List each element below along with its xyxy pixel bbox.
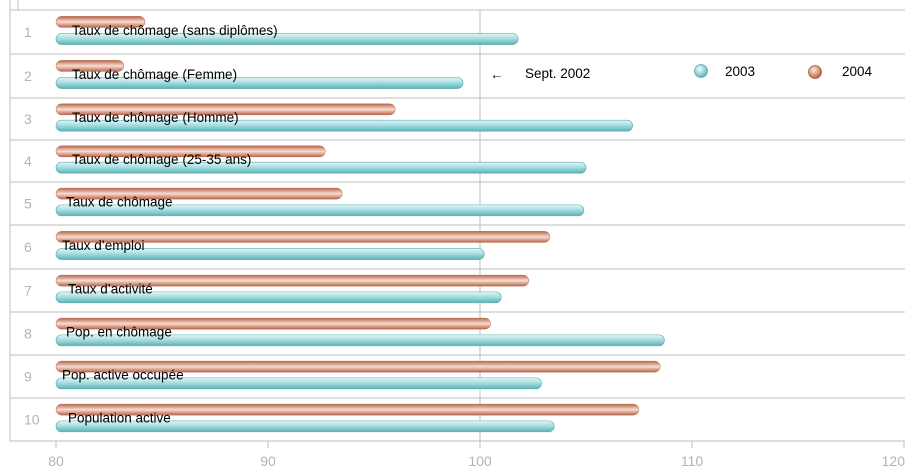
- row-number: 7: [24, 283, 32, 299]
- category-labels: 1 Taux de chômage (sans diplômes) 2 Taux de…: [24, 23, 278, 428]
- bar-2004: [55, 103, 396, 116]
- bar-2004: [55, 60, 125, 72]
- category-label: Pop. active occupée: [62, 368, 184, 383]
- bar-2003: [55, 204, 585, 217]
- reference-arrow: ←: [490, 67, 504, 82]
- legend: 2003 2004: [694, 64, 873, 79]
- row-number: 2: [24, 68, 32, 84]
- legend-swatch-2003: [694, 64, 708, 78]
- bar-2004: [55, 145, 326, 158]
- row-number: 8: [24, 326, 32, 342]
- category-label: Taux de chômage (Femme): [72, 67, 237, 82]
- reference-annotation: ← Sept. 2002: [490, 66, 590, 82]
- bar-2004: [55, 16, 146, 28]
- bar-2003: [55, 377, 542, 390]
- category-label: Taux de chômage (25-35 ans): [72, 152, 251, 167]
- bar-2003: [55, 33, 519, 45]
- legend-swatch-2004: [808, 65, 822, 79]
- category-label: Pop. en chômage: [66, 325, 172, 340]
- bar-2003: [55, 77, 464, 89]
- row-number: 3: [24, 111, 32, 127]
- x-tick-label: 80: [48, 453, 64, 469]
- category-label: Taux d’emploi: [62, 238, 145, 253]
- row-number: 5: [24, 196, 32, 212]
- x-axis: 80 90 100 110 120: [48, 441, 905, 469]
- bar-2003: [55, 291, 502, 304]
- category-label: Taux de chômage (Homme): [72, 110, 239, 125]
- row-number: 10: [24, 412, 40, 428]
- row-number: 9: [24, 369, 32, 385]
- legend-label-2003: 2003: [725, 64, 755, 79]
- bar-2003: [55, 119, 633, 132]
- bar-2004: [55, 317, 491, 330]
- category-label: Population active: [68, 411, 171, 426]
- category-label: Taux de chômage (sans diplômes): [72, 23, 278, 38]
- category-label: Taux d’activité: [68, 282, 153, 297]
- x-tick-label: 110: [681, 453, 704, 469]
- x-tick-label: 90: [260, 453, 276, 469]
- bar-2004: [55, 187, 343, 200]
- bar-2004: [55, 274, 530, 287]
- legend-label-2004: 2004: [842, 64, 873, 79]
- bar-2003: [55, 248, 485, 260]
- bar-2004: [55, 403, 640, 416]
- row-number: 4: [24, 153, 32, 169]
- bar-2004: [55, 360, 661, 373]
- x-tick-label: 100: [468, 453, 492, 469]
- bar-2003: [55, 161, 587, 174]
- category-label: Taux de chômage: [66, 195, 173, 210]
- bar-2003: [55, 334, 665, 347]
- bars: [55, 16, 665, 433]
- bar-2003: [55, 420, 555, 433]
- row-number: 1: [24, 24, 32, 40]
- bar-2004: [55, 231, 551, 243]
- reference-label: Sept. 2002: [525, 66, 590, 81]
- row-number: 6: [24, 239, 32, 255]
- x-tick-label: 120: [882, 453, 905, 469]
